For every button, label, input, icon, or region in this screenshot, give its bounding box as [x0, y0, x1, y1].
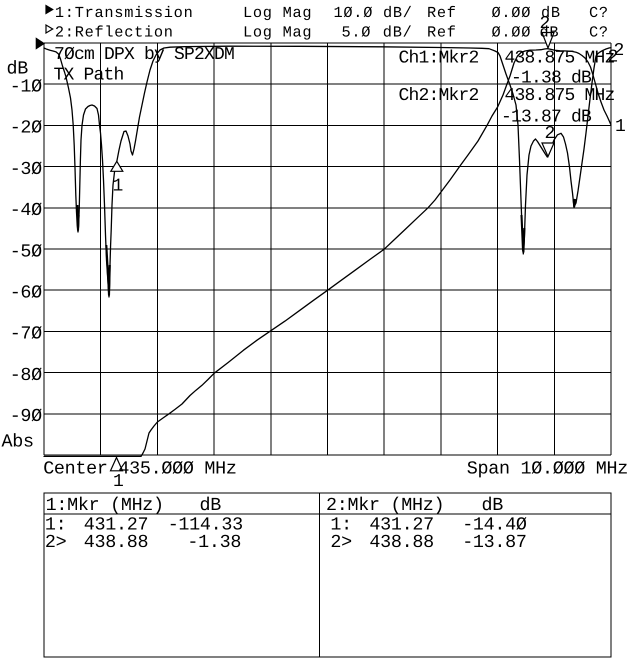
- svg-text:dB/: dB/: [383, 23, 413, 41]
- svg-text:-6Ø: -6Ø: [10, 283, 42, 304]
- svg-text:Center 435.ØØØ MHz: Center 435.ØØØ MHz: [43, 459, 236, 480]
- svg-text:431.27: 431.27: [369, 515, 433, 536]
- svg-text:-1.38: -1.38: [187, 532, 241, 553]
- svg-text:1Ø.Ø dB/: 1Ø.Ø dB/: [334, 4, 413, 22]
- svg-text:-7Ø: -7Ø: [10, 324, 42, 345]
- svg-text:-3Ø: -3Ø: [10, 159, 42, 180]
- svg-text:Ref: Ref: [427, 23, 457, 41]
- svg-text:438.88: 438.88: [369, 532, 433, 553]
- svg-text:1:Transmission: 1:Transmission: [55, 4, 194, 22]
- svg-text:-13.87: -13.87: [462, 532, 526, 553]
- svg-text:Ø.ØØ: Ø.ØØ: [492, 23, 532, 41]
- svg-text:431.27: 431.27: [84, 515, 148, 536]
- svg-text:-114.33: -114.33: [168, 515, 243, 536]
- svg-text:-4Ø: -4Ø: [10, 200, 42, 221]
- svg-text:1: 1: [113, 472, 123, 492]
- svg-text:2>: 2>: [330, 532, 352, 553]
- svg-text:2: 2: [540, 14, 550, 34]
- svg-text:-13.87 dB: -13.87 dB: [501, 108, 592, 128]
- svg-text:5.Ø: 5.Ø: [342, 23, 372, 41]
- svg-text:-1Ø: -1Ø: [10, 77, 42, 98]
- svg-text:-9Ø: -9Ø: [10, 406, 42, 427]
- svg-text:Log Mag: Log Mag: [243, 4, 312, 22]
- svg-text:Span 1Ø.ØØØ MHz: Span 1Ø.ØØØ MHz: [467, 459, 628, 480]
- svg-text:2: 2: [545, 124, 555, 144]
- svg-text:1:Mkr (MHz): 1:Mkr (MHz): [46, 495, 164, 516]
- svg-text:2: 2: [608, 48, 618, 68]
- svg-text:2:Reflection: 2:Reflection: [55, 23, 174, 41]
- svg-text:Ø.ØØ dB: Ø.ØØ dB: [492, 4, 561, 22]
- svg-text:Ch2:Mkr2: Ch2:Mkr2: [399, 86, 479, 106]
- svg-text:438.88: 438.88: [84, 532, 148, 553]
- svg-text:C?: C?: [589, 23, 609, 41]
- svg-text:7Øcm DPX by SP2XDM: 7Øcm DPX by SP2XDM: [54, 45, 234, 65]
- svg-text:-1.38 dB: -1.38 dB: [511, 69, 592, 89]
- svg-text:1: 1: [615, 117, 625, 137]
- svg-text:Abs: Abs: [2, 431, 34, 452]
- svg-text:438.875 MHz: 438.875 MHz: [505, 49, 615, 69]
- svg-text:TX Path: TX Path: [54, 66, 124, 86]
- svg-text:1:: 1:: [45, 515, 67, 536]
- svg-text:dB: dB: [200, 495, 222, 516]
- svg-text:2:Mkr (MHz): 2:Mkr (MHz): [326, 495, 444, 516]
- svg-text:Ch1:Mkr2: Ch1:Mkr2: [399, 49, 479, 69]
- svg-text:dB: dB: [7, 59, 29, 80]
- svg-text:C?: C?: [589, 4, 609, 22]
- svg-text:-14.4Ø: -14.4Ø: [462, 515, 527, 536]
- svg-text:2: 2: [614, 41, 624, 61]
- svg-text:dB: dB: [482, 495, 504, 516]
- svg-text:-5Ø: -5Ø: [10, 241, 42, 262]
- svg-text:dB: dB: [540, 23, 560, 41]
- svg-text:-2Ø: -2Ø: [10, 118, 42, 139]
- svg-text:1:: 1:: [330, 515, 352, 536]
- svg-text:Log Mag: Log Mag: [243, 23, 312, 41]
- svg-text:438.875 MHz: 438.875 MHz: [505, 86, 615, 106]
- svg-text:2>: 2>: [45, 532, 67, 553]
- svg-text:Ref: Ref: [427, 4, 457, 22]
- svg-text:1: 1: [113, 177, 123, 197]
- svg-text:-8Ø: -8Ø: [10, 365, 42, 386]
